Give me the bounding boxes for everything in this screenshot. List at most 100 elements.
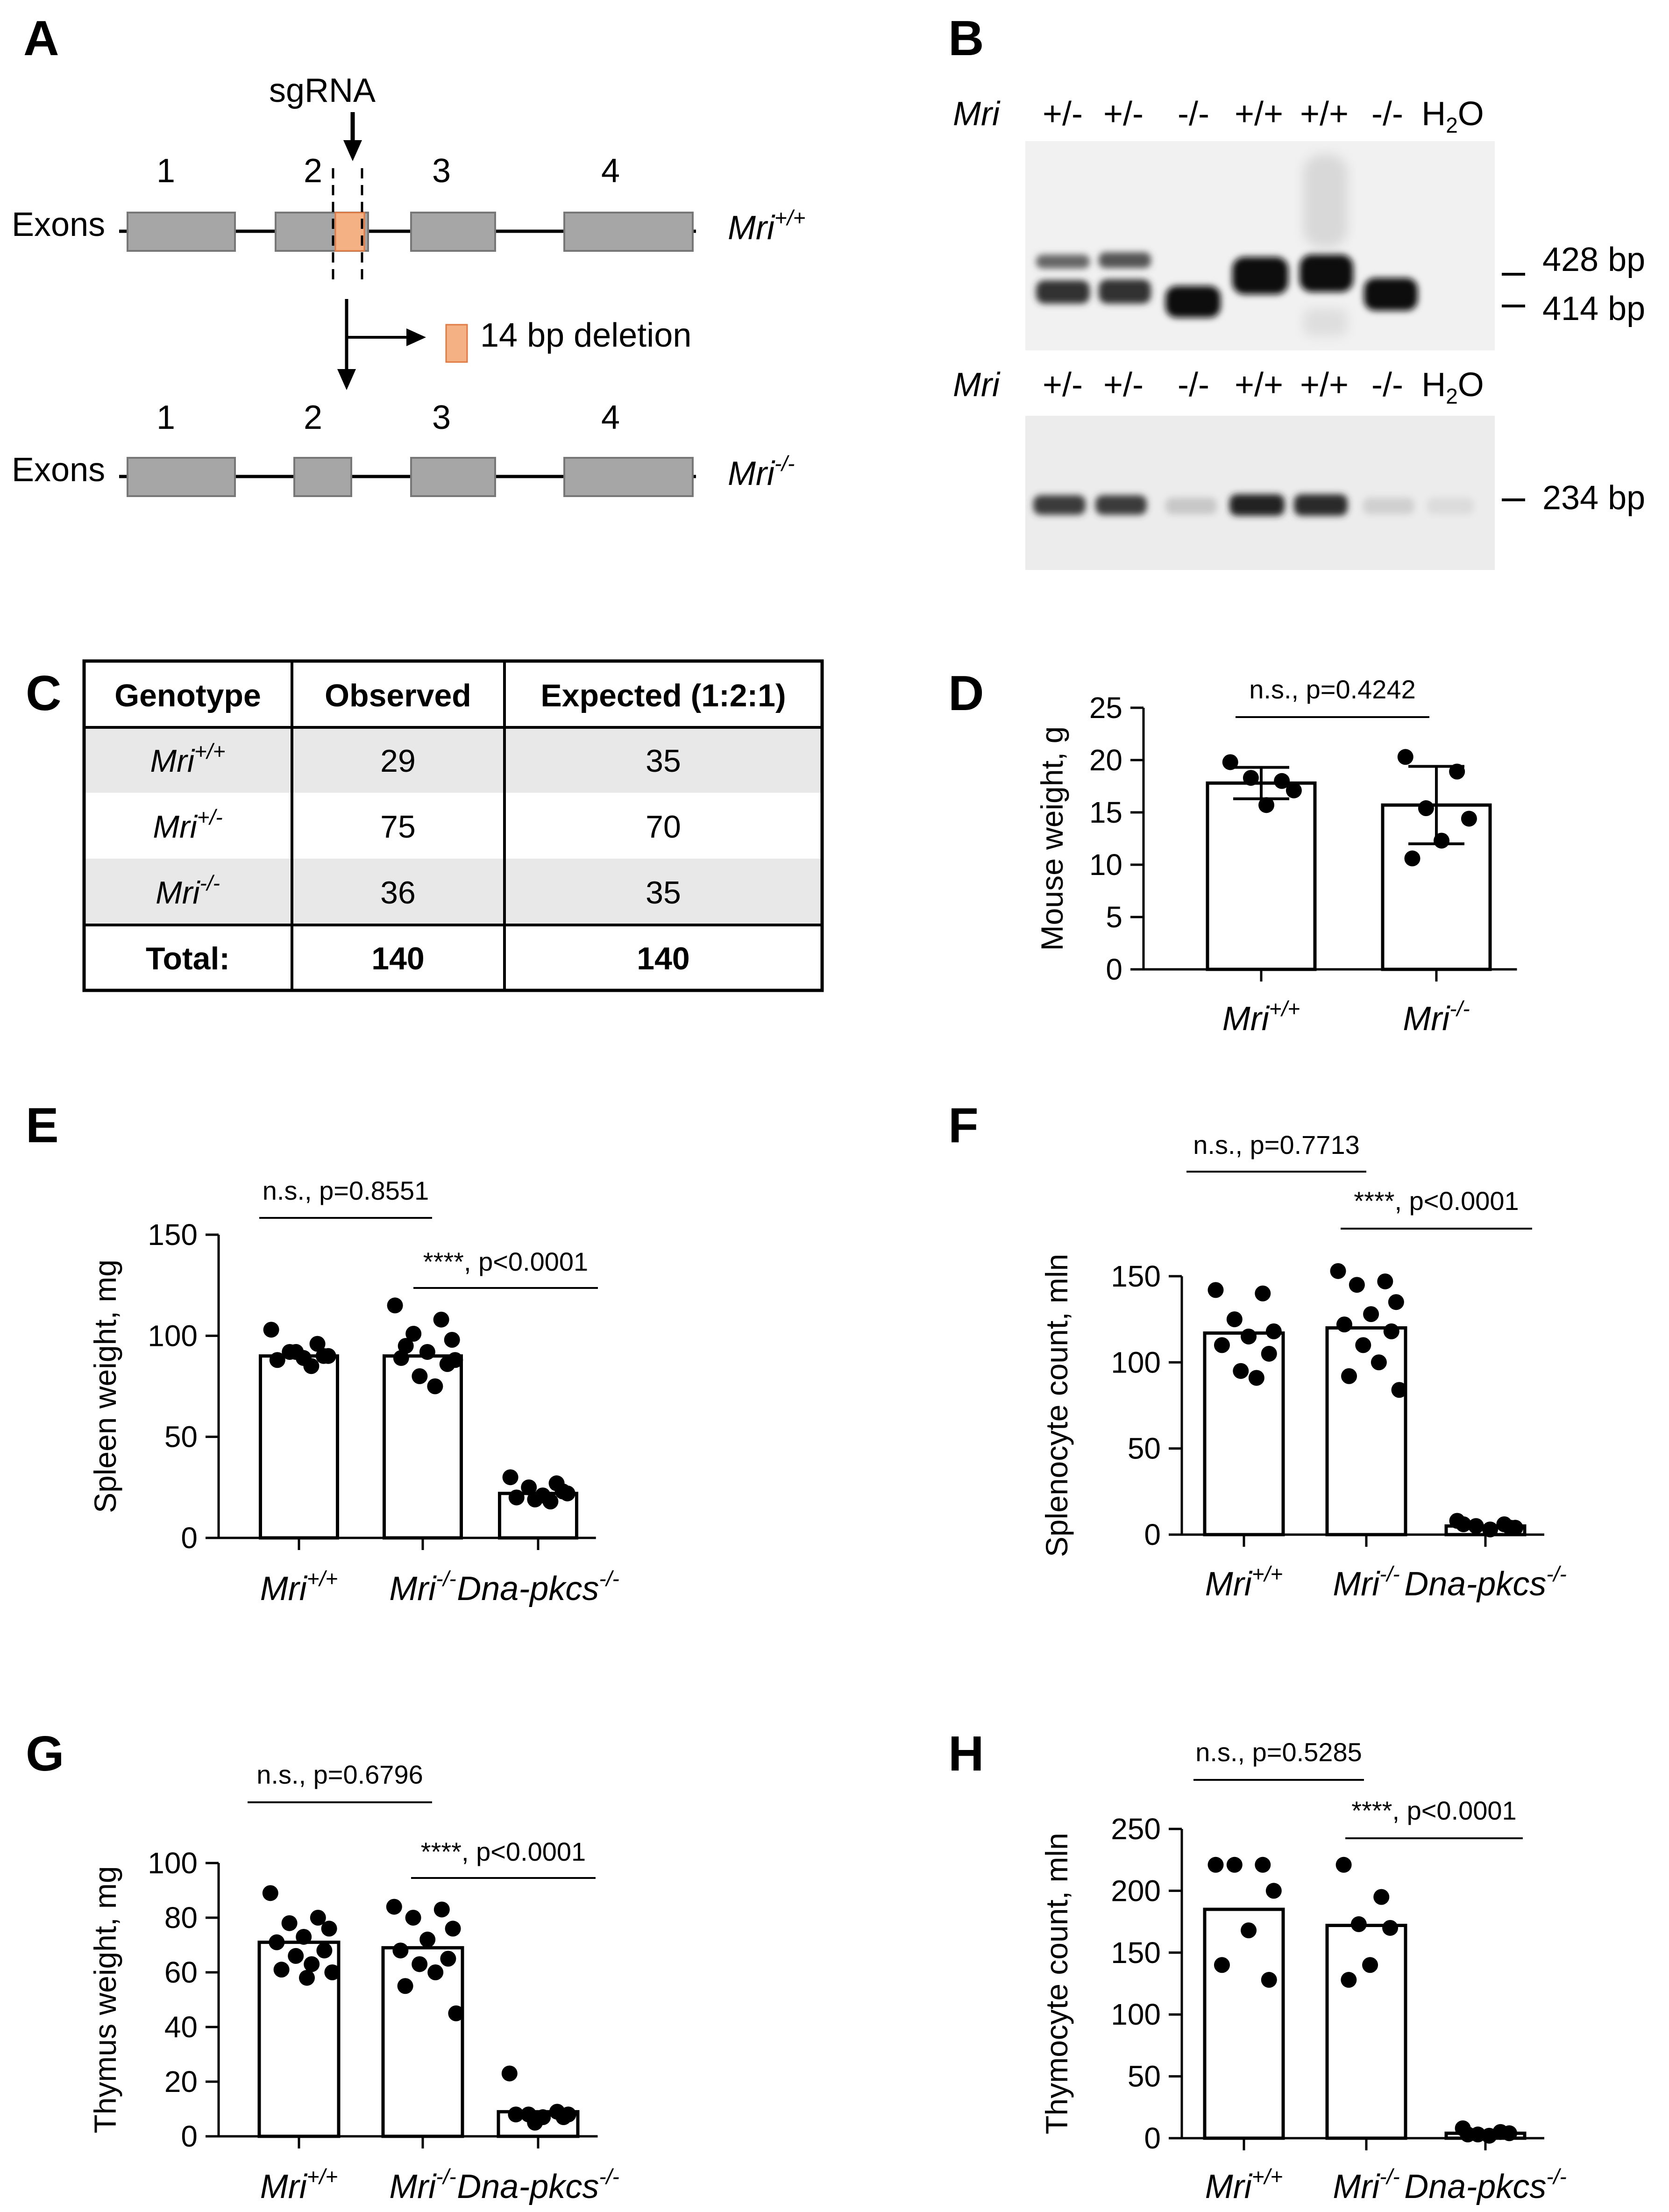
significance-label-h-1: n.s., p=0.5285 (1195, 1737, 1362, 1767)
y-tick-label-g-20: 20 (164, 2065, 198, 2098)
data-point-g-1-6 (269, 1934, 285, 1950)
table-total-label: Total: (146, 941, 230, 976)
data-point-e-1-7 (315, 1348, 332, 1364)
band-lane6 (1364, 278, 1418, 311)
band-lane3 (1165, 286, 1221, 318)
data-point-f-1-2 (1255, 1285, 1271, 1302)
exon-number-1-ko: 1 (156, 399, 175, 436)
y-tick-label-d-20: 20 (1089, 743, 1122, 777)
table-row-shade-1b (292, 727, 504, 793)
category-label-g-3: Dna-pkcs-/- (457, 2164, 619, 2205)
band-size-428: 428 bp (1542, 241, 1645, 278)
data-point-f-1-4 (1265, 1323, 1282, 1339)
category-label-d-1: Mri+/+ (1222, 996, 1300, 1038)
table-row-3-expected: 35 (646, 875, 681, 910)
wt-exon-1 (127, 212, 236, 252)
data-point-g-2-7 (440, 1950, 456, 1967)
exon-number-4-ko: 4 (601, 399, 620, 436)
category-label-h-2: Mri-/- (1333, 2164, 1399, 2205)
panel-f: F 0 50 100 150 Splenocyte count, mln Mri+/+ Mri… (948, 1098, 1567, 1603)
y-tick-label-e-0: 0 (181, 1521, 198, 1555)
significance-label-g-2: ****, p<0.0001 (421, 1837, 586, 1866)
data-point-f-1-9 (1248, 1370, 1264, 1386)
ko-exon-3 (410, 457, 496, 497)
ko-exon-2 (293, 457, 352, 497)
data-point-g-1-2 (310, 1910, 326, 1926)
significance-label-f-1: n.s., p=0.7713 (1193, 1130, 1360, 1159)
gel-bottom-bands (1033, 494, 1474, 516)
smear-lane5 (1303, 154, 1348, 248)
deletion-label: 14 bp deletion (480, 317, 691, 354)
exon-number-1: 1 (156, 152, 175, 190)
data-point-h-1-6 (1214, 1957, 1230, 1973)
y-tick-label-g-100: 100 (148, 1846, 198, 1880)
y-tick-label-e-100: 100 (148, 1319, 198, 1352)
data-point-f-1-5 (1241, 1328, 1257, 1344)
ko-exon-1 (127, 457, 236, 497)
lane-label-6: -/- (1371, 366, 1403, 404)
data-point-d-1-5 (1258, 797, 1275, 813)
table-row-2-genotype: Mri+/- (153, 805, 222, 845)
category-label-g-1: Mri+/+ (260, 2164, 338, 2205)
band-lane4 (1232, 257, 1288, 294)
y-tick-label-g-0: 0 (181, 2120, 198, 2153)
data-point-e-3-6 (508, 1489, 525, 1506)
ko-exon-4 (563, 457, 694, 497)
panel-d: D 0 5 10 15 20 25 Mouse weight, g Mri+/+ Mri-/- n.… (948, 666, 1517, 1038)
band-b-lane5 (1294, 494, 1348, 516)
panel-b: B Mri +/- +/- -/- +/+ +/+ -/- H2O 428 bp 414 b… (948, 11, 1645, 570)
band-b-lane2 (1095, 495, 1147, 515)
lane-label-1: +/- (1043, 95, 1083, 133)
category-label-h-3: Dna-pkcs-/- (1404, 2164, 1567, 2205)
band-b-lane7 (1427, 498, 1474, 514)
deletion-side-arrow-head (406, 328, 426, 346)
table-header-expected: Expected (1:2:1) (540, 678, 786, 713)
band-b-lane3 (1165, 498, 1217, 514)
wt-allele-label: Mri+/+ (728, 206, 805, 247)
data-point-f-3-5 (1482, 1521, 1499, 1537)
lane-label-3: -/- (1178, 366, 1209, 404)
gel-top-smears (1303, 154, 1348, 336)
significance-label-e-2: ****, p<0.0001 (423, 1247, 588, 1276)
table-row-shade-3 (84, 859, 822, 924)
category-label-g-2: Mri-/- (389, 2164, 456, 2205)
data-point-d-1-2 (1274, 773, 1290, 789)
data-point-h-2-2 (1373, 1889, 1390, 1905)
data-point-d-1-4 (1285, 782, 1302, 798)
data-point-f-1-6 (1214, 1337, 1230, 1353)
data-point-g-2-8 (412, 1956, 428, 1972)
data-point-f-3-6 (1455, 1516, 1471, 1532)
data-point-f-2-5 (1363, 1306, 1379, 1322)
lane-label-2: +/- (1103, 366, 1143, 404)
gel-bottom-row-label: Mri (953, 366, 1001, 404)
panel-letter-d: D (948, 666, 984, 721)
data-point-g-2-6 (392, 1942, 409, 1959)
data-point-g-1-9 (304, 1956, 320, 1972)
lane-label-7: H2O (1421, 366, 1484, 408)
data-point-h-3-6 (1460, 2127, 1476, 2143)
table-row-shade-1 (84, 727, 292, 793)
y-axis-title-h: Thymocyte count, mln (1039, 1833, 1074, 2134)
panel-letter-a: A (23, 11, 59, 66)
y-tick-label-d-15: 15 (1089, 796, 1122, 829)
data-point-h-1-3 (1226, 1856, 1243, 1873)
data-point-d-2-2 (1449, 763, 1465, 780)
data-point-d-2-5 (1434, 832, 1450, 849)
band-lane1-upper (1036, 255, 1090, 269)
table-row-3-observed: 36 (380, 875, 416, 910)
band-lane5 (1300, 255, 1353, 292)
bar-e-2 (383, 1354, 463, 1540)
y-axis-title-f: Splenocyte count, mln (1039, 1254, 1074, 1557)
table-total-expected: 140 (637, 941, 689, 976)
data-point-g-1-8 (288, 1948, 304, 1964)
lane-label-2: +/- (1103, 95, 1143, 133)
y-tick-label-e-50: 50 (164, 1420, 198, 1454)
data-point-e-2-11 (447, 1352, 463, 1368)
data-point-h-3-4 (1501, 2125, 1518, 2141)
y-tick-label-d-10: 10 (1089, 848, 1122, 882)
data-point-e-2-3 (405, 1326, 422, 1342)
data-point-h-1-4 (1265, 1883, 1282, 1899)
band-b-lane6 (1363, 498, 1414, 514)
category-label-h-1: Mri+/+ (1205, 2164, 1283, 2205)
y-tick-label-g-60: 60 (164, 1956, 198, 1989)
